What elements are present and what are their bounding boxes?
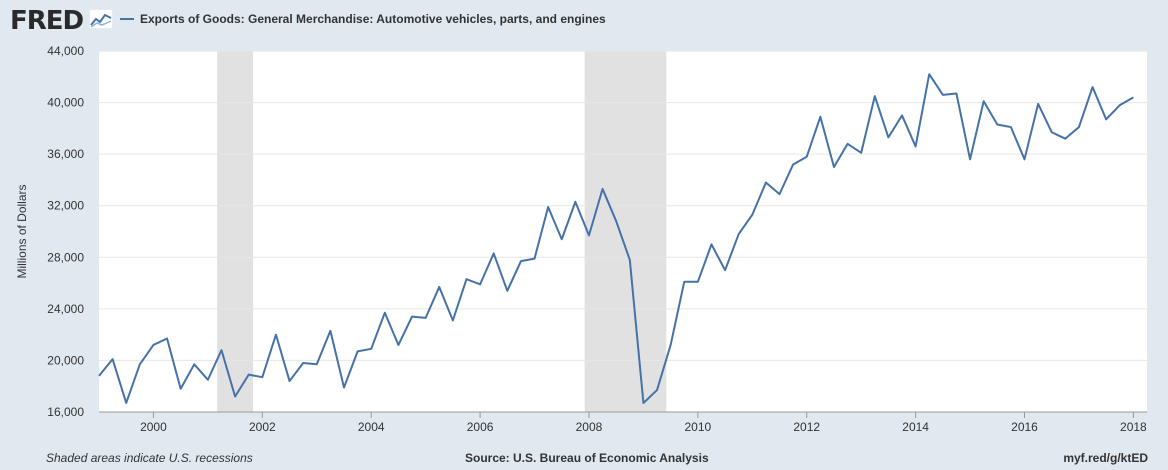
recession-note: Shaded areas indicate U.S. recessions bbox=[46, 451, 253, 465]
recession-band bbox=[217, 51, 254, 412]
x-tick-label: 2016 bbox=[1011, 420, 1038, 434]
y-tick-label: 28,000 bbox=[47, 250, 84, 264]
x-tick-label: 2010 bbox=[685, 420, 712, 434]
recession-band bbox=[584, 51, 667, 412]
y-tick-label: 16,000 bbox=[47, 405, 84, 419]
y-tick-label: 36,000 bbox=[47, 147, 84, 161]
y-tick-label: 40,000 bbox=[47, 96, 84, 110]
y-axis-title: Millions of Dollars bbox=[15, 184, 29, 278]
source-note: Source: U.S. Bureau of Economic Analysis bbox=[465, 451, 709, 465]
x-tick-label: 2008 bbox=[576, 420, 603, 434]
x-tick-label: 2000 bbox=[140, 420, 167, 434]
x-tick-label: 2006 bbox=[467, 420, 494, 434]
legend-swatch bbox=[120, 18, 134, 20]
y-tick-label: 32,000 bbox=[47, 199, 84, 213]
chart-header: FRED Exports of Goods: General Merchandi… bbox=[0, 0, 1168, 40]
x-tick-label: 2014 bbox=[902, 420, 929, 434]
y-tick-label: 24,000 bbox=[47, 302, 84, 316]
short-link[interactable]: myf.red/g/ktED bbox=[1063, 451, 1148, 465]
y-tick-label: 20,000 bbox=[47, 353, 84, 367]
legend-label: Exports of Goods: General Merchandise: A… bbox=[140, 12, 606, 26]
x-tick-label: 2004 bbox=[358, 420, 385, 434]
legend[interactable]: Exports of Goods: General Merchandise: A… bbox=[120, 12, 606, 26]
fred-logo[interactable]: FRED bbox=[10, 6, 84, 36]
x-tick-label: 2018 bbox=[1120, 420, 1147, 434]
series-line[interactable] bbox=[98, 73, 1134, 404]
y-tick-label: 44,000 bbox=[47, 44, 84, 58]
x-tick-label: 2002 bbox=[249, 420, 276, 434]
x-tick-label: 2012 bbox=[793, 420, 820, 434]
fred-logo-graph-icon bbox=[89, 9, 113, 29]
